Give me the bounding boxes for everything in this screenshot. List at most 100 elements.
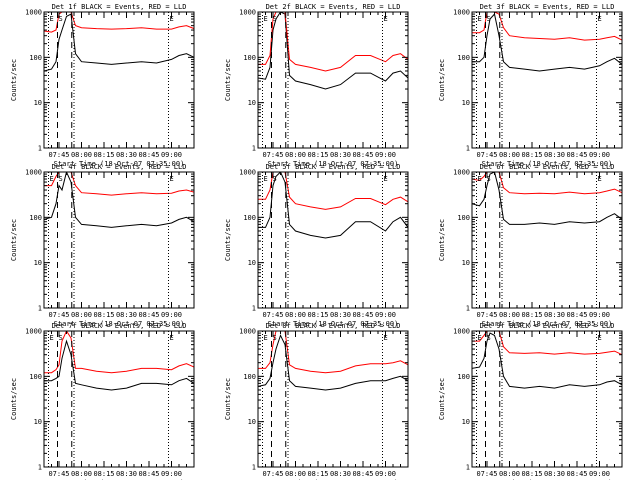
plot-frame xyxy=(257,330,409,468)
y-tick-label: 1000 xyxy=(25,328,42,336)
y-axis-label: Counts/sec xyxy=(438,219,446,261)
y-tick-label: 10 xyxy=(34,259,42,267)
x-tick-label: 09:00 xyxy=(375,470,396,478)
series-line-events xyxy=(44,13,194,72)
plot-frame xyxy=(43,330,195,468)
marker-label: E xyxy=(598,334,602,342)
x-tick-label: 07:45 xyxy=(262,470,283,478)
marker-label: E xyxy=(598,175,602,183)
x-tick-label: 08:30 xyxy=(116,470,137,478)
y-tick-label: 10 xyxy=(248,99,256,107)
x-tick-label: 08:30 xyxy=(330,311,351,319)
x-tick-label: 08:30 xyxy=(544,311,565,319)
y-tick-label: 100 xyxy=(457,214,470,222)
y-tick-label: 1 xyxy=(38,145,42,153)
x-axis-label: Start Time (18-Oct-07 07:35:00) xyxy=(482,320,613,328)
marker-label: E xyxy=(264,175,268,183)
x-axis-label: Start Time (18-Oct-07 07:35:00) xyxy=(54,320,185,328)
x-tick-label: 08:30 xyxy=(330,151,351,159)
panel-title: Det 1f BLACK = Events, RED = LLD xyxy=(52,3,187,11)
plot-frame xyxy=(43,11,195,149)
x-tick-label: 08:30 xyxy=(330,470,351,478)
y-axis-label: Counts/sec xyxy=(224,378,232,420)
marker-label: E xyxy=(478,15,482,23)
panel-title: Det 2f BLACK = Events, RED = LLD xyxy=(266,3,401,11)
x-tick-label: 08:30 xyxy=(116,311,137,319)
y-tick-label: 1000 xyxy=(453,328,470,336)
y-tick-label: 1000 xyxy=(25,9,42,17)
x-tick-label: 07:45 xyxy=(476,151,497,159)
y-tick-label: 1000 xyxy=(25,169,42,177)
x-tick-label: 08:45 xyxy=(566,311,587,319)
marker-label: S xyxy=(273,15,277,23)
x-tick-label: 08:15 xyxy=(521,311,542,319)
x-tick-label: 09:00 xyxy=(375,151,396,159)
x-tick-label: 08:30 xyxy=(544,470,565,478)
marker-label: E xyxy=(50,15,54,23)
x-tick-label: 07:45 xyxy=(48,311,69,319)
marker-label: S xyxy=(273,334,277,342)
y-axis-label: Counts/sec xyxy=(10,59,18,101)
marker-label: S xyxy=(273,175,277,183)
plot-frame xyxy=(257,11,409,149)
x-tick-label: 08:15 xyxy=(307,470,328,478)
y-axis-label: Counts/sec xyxy=(10,378,18,420)
x-tick-label: 08:45 xyxy=(352,470,373,478)
x-tick-label: 09:00 xyxy=(375,311,396,319)
marker-label: E xyxy=(264,334,268,342)
y-tick-label: 10 xyxy=(248,418,256,426)
x-axis-label: Start Time (18-Oct-07 07:35:00) xyxy=(268,320,399,328)
y-tick-label: 100 xyxy=(243,54,256,62)
y-tick-label: 1 xyxy=(252,305,256,313)
x-tick-label: 08:00 xyxy=(285,470,306,478)
marker-label: E xyxy=(598,15,602,23)
series-line-events xyxy=(258,12,408,90)
x-axis-label: Start Time (18-Oct-07 07:35:00) xyxy=(268,160,399,168)
y-tick-label: 100 xyxy=(457,373,470,381)
series-line-events xyxy=(472,172,622,225)
x-tick-label: 08:00 xyxy=(285,311,306,319)
x-tick-label: 08:00 xyxy=(71,311,92,319)
y-tick-label: 1 xyxy=(466,145,470,153)
y-tick-label: 10 xyxy=(462,259,470,267)
x-tick-label: 08:15 xyxy=(93,151,114,159)
series-line-events xyxy=(44,339,194,391)
marker-label: S xyxy=(487,334,491,342)
panel-title: Det 3f BLACK = Events, RED = LLD xyxy=(480,3,615,11)
y-axis-label: Counts/sec xyxy=(438,59,446,101)
x-tick-label: 08:00 xyxy=(499,311,520,319)
x-tick-label: 07:45 xyxy=(262,311,283,319)
y-tick-label: 10 xyxy=(462,418,470,426)
series-line-events xyxy=(258,172,408,239)
y-tick-label: 100 xyxy=(29,373,42,381)
series-line-lld xyxy=(258,331,408,374)
x-tick-label: 08:30 xyxy=(544,151,565,159)
x-tick-label: 07:45 xyxy=(48,470,69,478)
marker-label: E xyxy=(170,175,174,183)
plot-frame xyxy=(257,171,409,309)
x-tick-label: 08:00 xyxy=(71,470,92,478)
x-tick-label: 09:00 xyxy=(589,311,610,319)
x-tick-label: 08:00 xyxy=(71,151,92,159)
y-tick-label: 1 xyxy=(38,305,42,313)
panel-title: Det 6f BLACK = Events, RED = LLD xyxy=(480,163,615,171)
y-tick-label: 100 xyxy=(29,214,42,222)
y-tick-label: 1000 xyxy=(239,328,256,336)
y-tick-label: 1 xyxy=(466,305,470,313)
y-tick-label: 100 xyxy=(243,373,256,381)
panel-title: Det 4f BLACK = Events, RED = LLD xyxy=(52,163,187,171)
x-tick-label: 08:45 xyxy=(352,311,373,319)
x-tick-label: 08:15 xyxy=(307,311,328,319)
x-tick-label: 09:00 xyxy=(161,311,182,319)
y-tick-label: 10 xyxy=(34,418,42,426)
y-axis-label: Counts/sec xyxy=(224,219,232,261)
x-tick-label: 08:15 xyxy=(93,311,114,319)
y-tick-label: 1000 xyxy=(453,169,470,177)
x-tick-label: 08:00 xyxy=(285,151,306,159)
x-tick-label: 09:00 xyxy=(589,151,610,159)
